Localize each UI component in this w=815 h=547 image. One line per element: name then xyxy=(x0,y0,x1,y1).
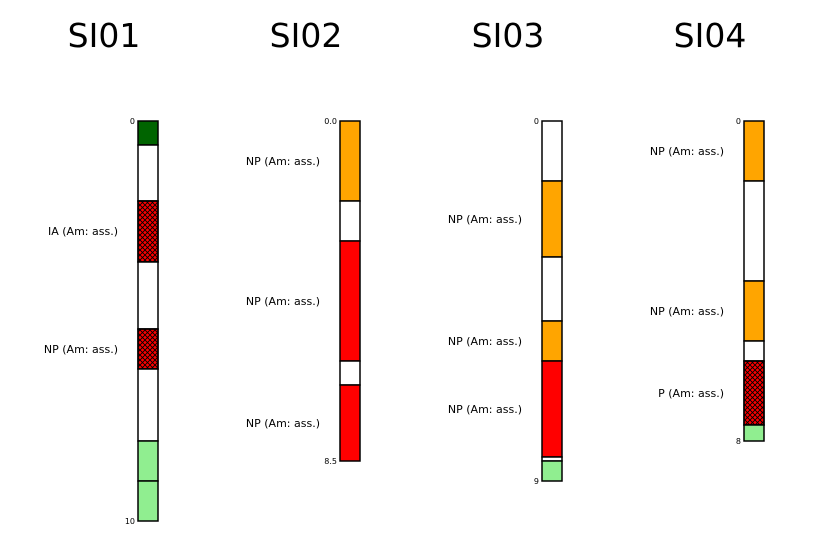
layer-2 xyxy=(339,200,361,242)
top-depth-label: 0 xyxy=(534,117,539,126)
top-depth-label: 0 xyxy=(130,117,135,126)
annotation-label: NP (Am: ass.) xyxy=(448,213,522,226)
log-si01: SI01 0 10 IA (Am: ass.) NP (Am: ass.) xyxy=(44,16,159,526)
annotation-label: NP (Am: ass.) xyxy=(246,295,320,308)
log-title: SI04 xyxy=(674,16,747,55)
log-title: SI01 xyxy=(68,16,141,55)
top-depth-label: 0 xyxy=(736,117,741,126)
layer-5-hatch xyxy=(137,328,159,370)
layer-5 xyxy=(339,384,361,462)
layer-5-hatch xyxy=(743,360,765,426)
log-si04: SI04 0 8 NP (Am: ass.) NP (Am: ass.) P (Am: a… xyxy=(650,16,765,446)
layer-2 xyxy=(743,180,765,282)
log-title: SI03 xyxy=(472,16,545,55)
layer-1 xyxy=(137,120,159,146)
annotation-label: P (Am: ass.) xyxy=(658,387,724,400)
layer-1 xyxy=(339,120,361,202)
layer-8 xyxy=(137,480,159,522)
layer-4 xyxy=(137,261,159,330)
bottom-depth-label: 9 xyxy=(534,477,539,486)
layer-3 xyxy=(541,256,563,322)
layer-2 xyxy=(541,180,563,258)
layer-7 xyxy=(137,440,159,482)
log-title: SI02 xyxy=(270,16,343,55)
layer-4 xyxy=(541,320,563,362)
annotation-label: NP (Am: ass.) xyxy=(650,305,724,318)
annotation-label: NP (Am: ass.) xyxy=(448,403,522,416)
layer-3-hatch xyxy=(137,200,159,263)
layer-2 xyxy=(137,144,159,202)
annotation-label: NP (Am: ass.) xyxy=(246,417,320,430)
layer-5 xyxy=(541,360,563,458)
layer-6 xyxy=(743,424,765,442)
layer-4 xyxy=(743,340,765,362)
log-si03: SI03 0 9 NP (Am: ass.) NP (Am: ass.) NP (Am: … xyxy=(448,16,563,486)
layer-3 xyxy=(743,280,765,342)
layer-4 xyxy=(339,360,361,386)
annotation-label: IA (Am: ass.) xyxy=(48,225,118,238)
layer-1 xyxy=(541,120,563,182)
layer-6 xyxy=(137,368,159,442)
annotation-label: NP (Am: ass.) xyxy=(44,343,118,356)
layer-1 xyxy=(743,120,765,182)
annotation-label: NP (Am: ass.) xyxy=(650,145,724,158)
bottom-depth-label: 8.5 xyxy=(324,457,337,466)
bottom-depth-label: 10 xyxy=(125,517,135,526)
log-si02: SI02 0.0 8.5 NP (Am: ass.) NP (Am: ass.) NP (… xyxy=(246,16,361,466)
bottom-depth-label: 8 xyxy=(736,437,741,446)
top-depth-label: 0.0 xyxy=(324,117,337,126)
layer-3 xyxy=(339,240,361,362)
layer-7 xyxy=(541,460,563,482)
annotation-label: NP (Am: ass.) xyxy=(448,335,522,348)
annotation-label: NP (Am: ass.) xyxy=(246,155,320,168)
